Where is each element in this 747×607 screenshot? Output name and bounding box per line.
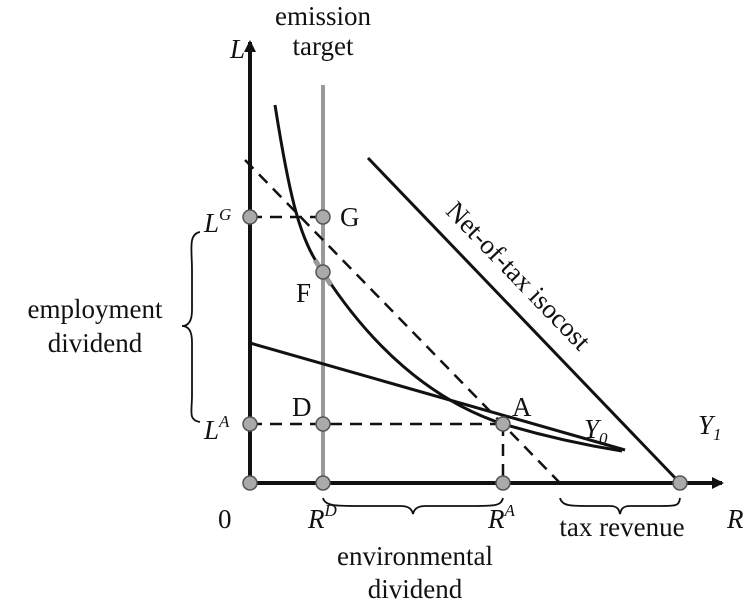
point-d-label: D [292,392,312,422]
sup: A [504,501,516,520]
point [242,209,258,225]
tax-brace [559,497,681,515]
sup: A [218,412,230,431]
point [315,475,331,491]
y-axis-label: L [229,34,245,64]
point [315,416,331,432]
environmental-brace [322,497,504,515]
point [672,475,688,491]
points [242,209,688,491]
braces [181,231,681,515]
base: R [487,504,505,534]
base: Y [698,410,716,440]
base: R [307,504,325,534]
labels: L R 0 emission target employment dividen… [28,1,744,604]
emission-label: emission [275,1,372,31]
dashed-lines [244,159,561,484]
rd-label: RD [307,501,338,534]
point [495,416,511,432]
y0-label: Y0 [584,414,608,448]
tax-revenue-label: tax revenue [559,512,684,542]
dividend-label: dividend [368,574,463,604]
point-f-label: F [296,278,311,308]
sub: 0 [599,429,608,448]
point [242,475,258,491]
la-label: LA [203,412,230,445]
y1-label: Y1 [698,410,722,444]
point [315,264,331,280]
origin-label: 0 [218,504,232,534]
ra-label: RA [487,501,516,534]
environmental-label: environmental [337,541,493,571]
point-a-label: A [512,392,532,422]
point-g-label: G [340,202,360,232]
x-axis-label: R [726,504,744,534]
employment-brace [181,231,201,423]
net-of-tax-isocost [366,156,682,485]
sub: 1 [713,425,722,444]
isocost-label: Net-of-tax isocost [440,195,597,356]
point [315,209,331,225]
isoquant-y0 [273,104,623,453]
base: L [203,415,219,445]
target-label: target [293,31,354,61]
point [242,416,258,432]
sup: D [324,501,338,520]
point [495,475,511,491]
dividend-label: dividend [48,328,143,358]
employment-label: employment [28,294,163,324]
base: L [203,208,219,238]
tangent-line [249,341,626,452]
isocost-dash [244,159,561,484]
lg-label: LG [203,205,231,238]
base: Y [584,414,602,444]
sup: G [219,205,231,224]
